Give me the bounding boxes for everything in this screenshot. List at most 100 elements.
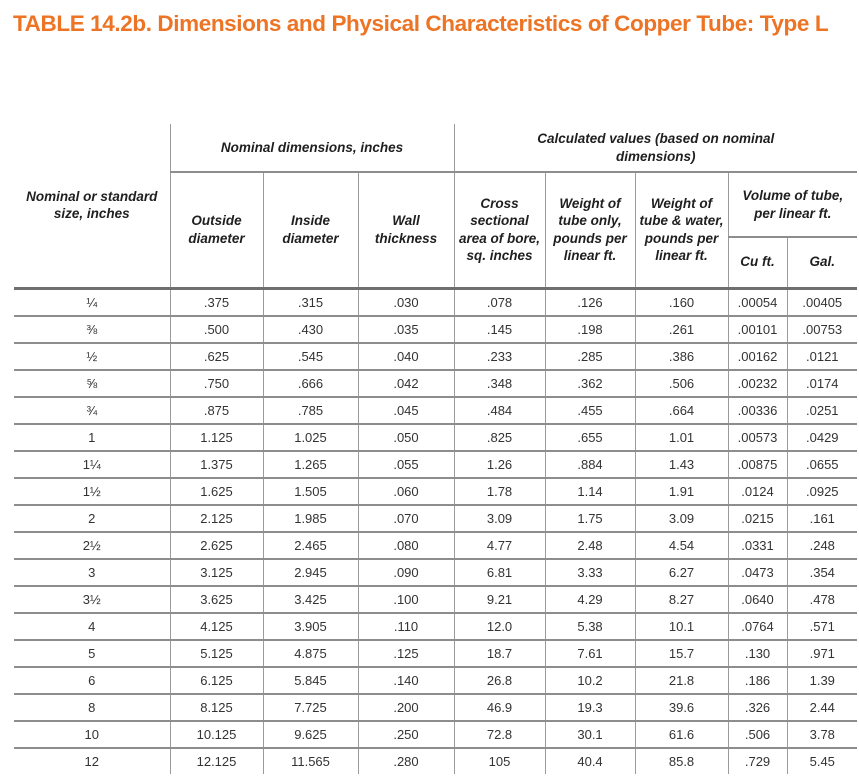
- table-row: 2½ 2.625 2.465.080 4.77 2.48 4.54.0331.248: [14, 531, 858, 560]
- table-cell: 72.8: [453, 720, 546, 749]
- group-header-volume: Volume of tube, per linear ft.: [727, 172, 858, 238]
- table-row: 6 6.125 5.845.140 26.8 10.2 21.8.186 1.39: [14, 666, 858, 695]
- table-cell: 61.6: [634, 720, 729, 749]
- table-cell: .0473: [727, 558, 788, 587]
- table-cell: 85.8: [634, 747, 729, 774]
- table-row: ½ .625.545.040.233.285.386.00162.0121: [14, 342, 858, 371]
- table-cell: 1¼: [14, 450, 170, 479]
- table-cell: .315: [262, 288, 358, 317]
- table-cell: .040: [357, 342, 455, 371]
- table-row: 12 12.125 11.565.280 105 40.4 85.8.729 5.45: [14, 747, 858, 774]
- table-cell: 5.845: [262, 666, 358, 695]
- table-cell: 12.125: [169, 747, 263, 774]
- column-header-volume-cuft: Cu ft.: [727, 237, 788, 290]
- table-cell: .030: [357, 288, 455, 317]
- table-cell: 4.77: [453, 531, 546, 560]
- table-cell: 2.125: [169, 504, 263, 533]
- table-cell: 4.125: [169, 612, 263, 641]
- table-cell: 6.81: [453, 558, 546, 587]
- table-cell: 1.26: [453, 450, 546, 479]
- table-body: ¼ .375.315.030.078.126.160.00054.00405 ⅜ .5…: [14, 288, 858, 774]
- table-cell: 2.945: [262, 558, 358, 587]
- table-cell: 1.14: [544, 477, 636, 506]
- table-cell: 2: [14, 504, 170, 533]
- table-cell: 12.0: [453, 612, 546, 641]
- table-cell: .125: [357, 639, 455, 668]
- table-cell: 40.4: [544, 747, 636, 774]
- table-cell: 19.3: [544, 693, 636, 722]
- table-header: Nominal or standard size, inches Nominal…: [14, 124, 858, 290]
- table-cell: .664: [634, 396, 729, 425]
- table-cell: 3.425: [262, 585, 358, 614]
- table-cell: .386: [634, 342, 729, 371]
- table-cell: 1.43: [634, 450, 729, 479]
- column-header-weight-tube-water: Weight of tube & water, pounds per linea…: [634, 172, 729, 290]
- column-header-weight-tube-only: Weight of tube only, pounds per linear f…: [544, 172, 636, 290]
- table-row: 8 8.125 7.725.200 46.9 19.3 39.6.326 2.44: [14, 693, 858, 722]
- table-cell: 3.09: [453, 504, 546, 533]
- table-cell: .875: [169, 396, 263, 425]
- table-cell: .571: [786, 612, 858, 641]
- column-header-cross-sectional-area: Cross sectional area of bore, sq. inches: [453, 172, 546, 290]
- column-header-nominal-size: Nominal or standard size, inches: [14, 124, 170, 290]
- table-cell: .0251: [786, 396, 858, 425]
- column-header-wall-thickness: Wall thickness: [357, 172, 455, 290]
- table-cell: 10.125: [169, 720, 263, 749]
- table-cell: 30.1: [544, 720, 636, 749]
- table-cell: .145: [453, 315, 546, 344]
- table-cell: .0429: [786, 423, 858, 452]
- table-cell: .045: [357, 396, 455, 425]
- table-cell: .0331: [727, 531, 788, 560]
- table-cell: .750: [169, 369, 263, 398]
- table-cell: .140: [357, 666, 455, 695]
- table-cell: .250: [357, 720, 455, 749]
- table-cell: .729: [727, 747, 788, 774]
- table-row: 1 1.125 1.025.050.825.655 1.01.00573.0429: [14, 423, 858, 452]
- page-title: TABLE 14.2b. Dimensions and Physical Cha…: [13, 11, 829, 36]
- table-cell: .00054: [727, 288, 788, 317]
- table-row: 3 3.125 2.945.090 6.81 3.33 6.27.0473.354: [14, 558, 858, 587]
- table-cell: 1.75: [544, 504, 636, 533]
- table-cell: 10.1: [634, 612, 729, 641]
- table-cell: .126: [544, 288, 636, 317]
- table-cell: 9.21: [453, 585, 546, 614]
- table-cell: .354: [786, 558, 858, 587]
- table-cell: .825: [453, 423, 546, 452]
- table-cell: 1.39: [786, 666, 858, 695]
- table-cell: .060: [357, 477, 455, 506]
- table-cell: 1.985: [262, 504, 358, 533]
- table-cell: .00405: [786, 288, 858, 317]
- table-cell: 5.38: [544, 612, 636, 641]
- table-row: ⅝ .750.666.042.348.362.506.00232.0174: [14, 369, 858, 398]
- table-cell: 8.125: [169, 693, 263, 722]
- table-cell: .00875: [727, 450, 788, 479]
- table-row: 3½ 3.625 3.425.100 9.21 4.29 8.27.0640.478: [14, 585, 858, 614]
- table-cell: 2.625: [169, 531, 263, 560]
- table-cell: 6: [14, 666, 170, 695]
- table-cell: .00162: [727, 342, 788, 371]
- table-cell: 3.905: [262, 612, 358, 641]
- table-cell: .261: [634, 315, 729, 344]
- table-cell: .506: [727, 720, 788, 749]
- table-cell: 12: [84, 753, 99, 769]
- copper-tube-table: Nominal or standard size, inches Nominal…: [14, 124, 858, 774]
- table-cell: 4.875: [262, 639, 358, 668]
- table-cell: 6.27: [634, 558, 729, 587]
- table-cell: .545: [262, 342, 358, 371]
- table-cell: .280: [357, 747, 455, 774]
- table-cell: 11.565: [262, 747, 358, 774]
- table-cell: .326: [727, 693, 788, 722]
- table-cell: 8: [14, 693, 170, 722]
- table-cell: .348: [453, 369, 546, 398]
- table-cell: 3½: [14, 585, 170, 614]
- table-cell: .050: [357, 423, 455, 452]
- table-cell: 2½: [14, 531, 170, 560]
- table-row: 1½ 1.625 1.505.060 1.78 1.14 1.91.0124.0925: [14, 477, 858, 506]
- table-cell: .506: [634, 369, 729, 398]
- table-cell: 18.7: [453, 639, 546, 668]
- table-cell: 7.61: [544, 639, 636, 668]
- table-row: 5 5.125 4.875.125 18.7 7.61 15.7.130.971: [14, 639, 858, 668]
- table-cell: 1.375: [169, 450, 263, 479]
- table-cell: .0174: [786, 369, 858, 398]
- table-cell: 7.725: [262, 693, 358, 722]
